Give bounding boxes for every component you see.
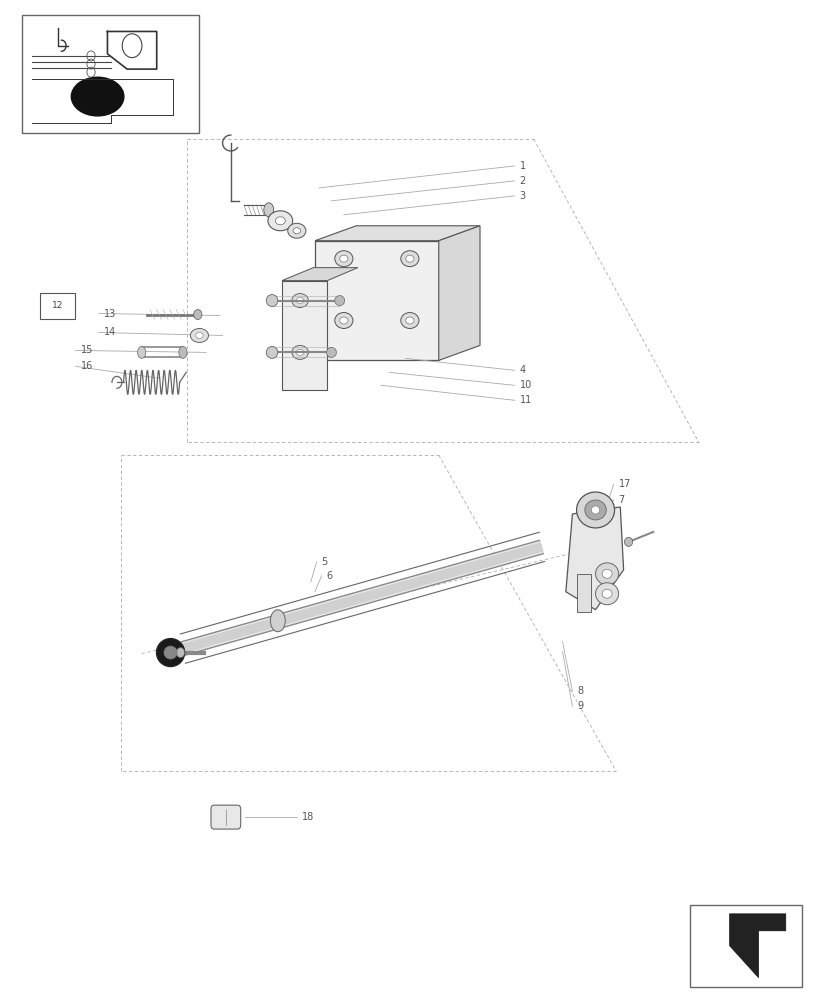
Ellipse shape (334, 296, 344, 306)
Polygon shape (565, 507, 623, 610)
Ellipse shape (296, 298, 304, 304)
Ellipse shape (266, 346, 278, 358)
Ellipse shape (71, 77, 124, 116)
Ellipse shape (405, 317, 414, 324)
Ellipse shape (595, 563, 618, 585)
Text: 9: 9 (576, 701, 583, 711)
Ellipse shape (400, 313, 418, 328)
Text: 16: 16 (80, 361, 93, 371)
Ellipse shape (326, 347, 336, 357)
Ellipse shape (400, 251, 418, 267)
Ellipse shape (334, 313, 352, 328)
Ellipse shape (296, 349, 304, 355)
Ellipse shape (194, 310, 202, 320)
Ellipse shape (339, 255, 347, 262)
Ellipse shape (275, 217, 285, 225)
Text: 13: 13 (103, 309, 116, 319)
Text: 4: 4 (519, 365, 525, 375)
Ellipse shape (339, 317, 347, 324)
Polygon shape (314, 226, 480, 241)
Text: 2: 2 (519, 176, 525, 186)
Ellipse shape (268, 211, 292, 231)
Text: 18: 18 (301, 812, 313, 822)
Ellipse shape (601, 589, 611, 598)
Ellipse shape (334, 251, 352, 267)
Ellipse shape (195, 332, 203, 338)
Ellipse shape (176, 648, 184, 658)
Ellipse shape (584, 500, 605, 520)
Ellipse shape (270, 610, 285, 632)
Ellipse shape (264, 203, 274, 217)
Ellipse shape (179, 346, 187, 358)
Ellipse shape (601, 569, 611, 578)
Polygon shape (729, 914, 785, 978)
Ellipse shape (405, 255, 414, 262)
Text: 17: 17 (618, 479, 630, 489)
Text: 7: 7 (618, 495, 624, 505)
Ellipse shape (291, 345, 308, 359)
Ellipse shape (137, 346, 146, 358)
Bar (576, 574, 590, 612)
Polygon shape (282, 268, 357, 281)
Ellipse shape (288, 223, 305, 238)
Text: 5: 5 (321, 557, 327, 567)
FancyBboxPatch shape (211, 805, 241, 829)
Ellipse shape (624, 537, 632, 546)
Polygon shape (314, 241, 438, 360)
Ellipse shape (590, 506, 599, 514)
FancyBboxPatch shape (41, 293, 74, 319)
Ellipse shape (291, 294, 308, 308)
Text: 8: 8 (576, 686, 583, 696)
Text: 12: 12 (52, 301, 63, 310)
Ellipse shape (266, 295, 278, 307)
Ellipse shape (595, 583, 618, 605)
Text: 3: 3 (519, 191, 525, 201)
Text: 15: 15 (80, 345, 93, 355)
Ellipse shape (164, 646, 177, 659)
Text: 11: 11 (519, 395, 531, 405)
Text: 1: 1 (519, 161, 525, 171)
Ellipse shape (293, 228, 300, 234)
Ellipse shape (576, 492, 614, 528)
Polygon shape (282, 281, 327, 390)
Ellipse shape (190, 328, 208, 342)
FancyBboxPatch shape (690, 905, 801, 987)
Polygon shape (438, 226, 480, 360)
Text: 6: 6 (326, 571, 332, 581)
Text: 14: 14 (103, 327, 116, 337)
Text: 10: 10 (519, 380, 531, 390)
FancyBboxPatch shape (22, 15, 199, 133)
Ellipse shape (156, 639, 184, 667)
